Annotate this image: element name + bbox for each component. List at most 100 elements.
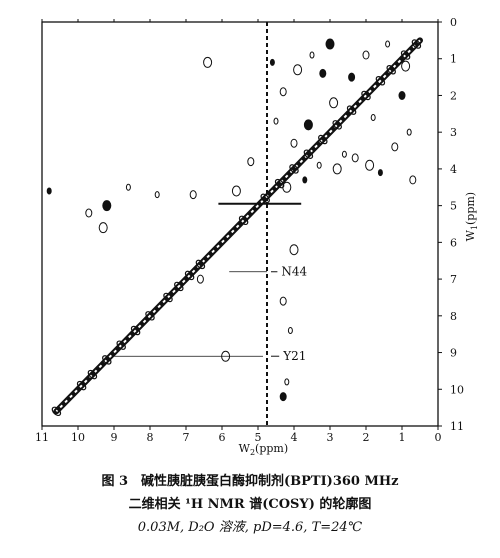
x-tick-label: 0 [435, 431, 442, 444]
x-tick-label: 3 [327, 431, 334, 444]
figure-caption: 图 3 碱性胰脏胰蛋白酶抑制剂(BPTI)360 MHz 二维相关 ¹H NMR… [0, 470, 500, 539]
cross-peak [309, 51, 315, 59]
cross-peak [289, 244, 299, 256]
x-tick-label: 7 [183, 431, 190, 444]
cross-peak [189, 190, 197, 200]
diagonal-peak [102, 355, 112, 365]
diagonal-peak [76, 380, 87, 391]
y-tick-label: 6 [450, 236, 457, 249]
cross-peak [231, 185, 241, 197]
cross-peak [290, 138, 298, 148]
cross-peak [377, 169, 383, 177]
cross-peak [409, 175, 417, 185]
cross-peak [370, 113, 376, 121]
diagonal-band-inner [55, 39, 421, 413]
diagonal-peak [145, 311, 155, 321]
diagonal-peak [289, 164, 299, 174]
y-axis-label: W1(ppm) [464, 192, 479, 242]
cross-peak [362, 50, 370, 60]
diagonal-peak [318, 134, 328, 145]
cross-peak [46, 187, 52, 195]
annotation-label: Y21 [282, 349, 306, 363]
cross-peak [398, 90, 406, 100]
plot-frame [41, 21, 439, 427]
x-tick-label: 4 [291, 431, 298, 444]
x-tick-label: 11 [35, 431, 49, 444]
caption-line-2: 二维相关 ¹H NMR 谱(COSY) 的轮廓图 [128, 497, 372, 512]
cross-peak [196, 274, 204, 284]
diagonal-peak [238, 215, 249, 226]
x-axis-label: W2(ppm) [239, 442, 289, 457]
cross-peak [269, 58, 275, 66]
cross-peak [365, 159, 375, 171]
diagonal-peak [375, 76, 386, 86]
diagonal-peak [332, 120, 342, 130]
cross-peak [279, 296, 287, 306]
diagonal-peak [346, 105, 357, 115]
cross-peak [98, 222, 108, 234]
cross-peak [385, 40, 391, 48]
y-tick-label: 10 [450, 383, 464, 396]
diagonal-peak [361, 90, 371, 101]
diagonal-peak [195, 259, 206, 270]
diagonal-peak [184, 270, 195, 281]
cross-peak [282, 181, 292, 193]
caption-line-3: 0.03M, D₂O 溶液, pD=4.6, T=24℃ [137, 520, 363, 535]
cross-peak [329, 97, 339, 109]
y-tick-label: 4 [450, 163, 457, 176]
cross-peak [302, 176, 308, 184]
y-tick-label: 3 [450, 126, 457, 139]
cross-peak [316, 161, 322, 169]
diagonal-peak [386, 65, 396, 75]
diagonal-peak [303, 149, 314, 159]
diagonal-peak [260, 193, 270, 204]
y-tick-label: 11 [450, 420, 464, 433]
annotation-label: N44 [281, 265, 307, 279]
cross-peak [319, 68, 327, 78]
y-tick-label: 8 [450, 310, 457, 323]
y-tick-label: 1 [450, 53, 457, 66]
diagonal-peak [163, 292, 173, 303]
cross-peak [273, 117, 279, 125]
diagonal-peak [116, 340, 126, 350]
cross-peak [279, 392, 287, 402]
x-tick-label: 5 [255, 431, 262, 444]
cross-peak [85, 208, 93, 218]
cross-peak [154, 191, 160, 199]
diagonal-peak [87, 369, 98, 380]
y-tick-label: 9 [450, 347, 457, 360]
x-tick-label: 6 [219, 431, 226, 444]
caption-line-1: 图 3 碱性胰脏胰蛋白酶抑制剂(BPTI)360 MHz [101, 474, 399, 489]
cross-peak [102, 200, 112, 212]
cross-peak [287, 327, 293, 335]
cross-peak [284, 378, 290, 386]
cross-peak [203, 56, 213, 68]
cross-peak [303, 119, 313, 131]
diagonal-peak [411, 39, 422, 49]
cross-peak [293, 64, 303, 76]
diagonal-peak [130, 325, 141, 336]
cross-peak [247, 157, 255, 167]
cross-peak [391, 142, 399, 152]
cross-peak [325, 38, 335, 50]
diagonal-peak [174, 281, 184, 292]
y-tick-label: 0 [450, 16, 457, 29]
y-tick-label: 5 [450, 200, 457, 213]
x-tick-label: 9 [111, 431, 118, 444]
y-tick-label: 2 [450, 89, 457, 102]
cross-peak [332, 163, 342, 175]
cross-peak [401, 60, 411, 72]
cross-peak [348, 72, 356, 82]
diagonal-peak [51, 406, 62, 417]
cross-peak [341, 150, 347, 158]
diagonal-peak [400, 50, 411, 60]
x-tick-label: 8 [147, 431, 154, 444]
cross-peak [351, 153, 359, 163]
cross-peak [406, 128, 412, 136]
x-tick-label: 10 [71, 431, 85, 444]
x-tick-label: 2 [363, 431, 370, 444]
cross-peak [125, 183, 131, 191]
cross-peak [279, 87, 287, 97]
x-tick-label: 1 [399, 431, 406, 444]
